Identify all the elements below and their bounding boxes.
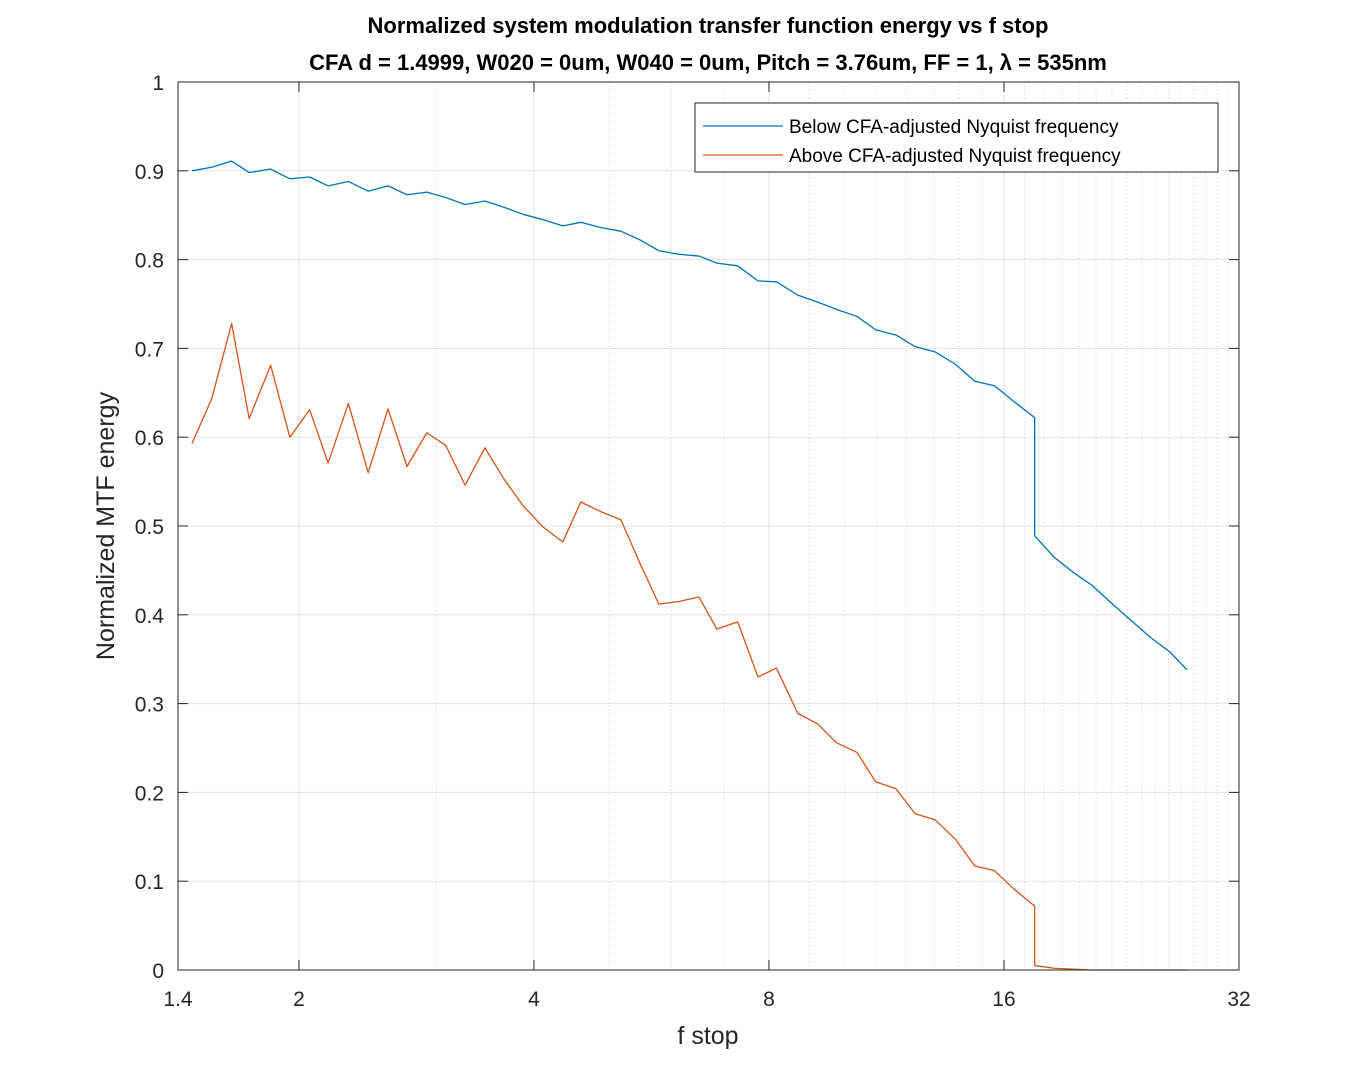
y-tick-label: 0.3 (135, 694, 164, 717)
y-tick-label: 0.5 (135, 516, 164, 539)
y-tick-label: 0 (152, 960, 164, 983)
series-line-below (191, 160, 1188, 671)
y-tick-label: 0.4 (135, 605, 165, 628)
series-line-above (191, 322, 1187, 971)
y-tick-label: 0.8 (135, 250, 164, 273)
series-layer (191, 160, 1188, 971)
legend-label-below: Below CFA-adjusted Nyquist frequency (789, 117, 1119, 138)
x-axis-label: f stop (677, 1022, 738, 1050)
y-tick-label: 0.7 (135, 338, 164, 361)
x-tick-label: 32 (1227, 988, 1250, 1011)
x-tick-label: 8 (763, 988, 775, 1011)
chart-title: Normalized system modulation transfer fu… (368, 13, 1049, 38)
x-tick-label: 2 (293, 988, 305, 1011)
x-tick-label: 16 (992, 988, 1015, 1011)
x-tick-label: 1.4 (163, 988, 193, 1011)
y-tick-label: 0.9 (135, 161, 164, 184)
legend-label-above: Above CFA-adjusted Nyquist frequency (789, 146, 1121, 167)
y-tick-label: 0.1 (135, 871, 164, 894)
y-tick-label: 0.2 (135, 782, 164, 805)
y-tick-label: 1 (152, 72, 164, 95)
chart-subtitle: CFA d = 1.4999, W020 = 0um, W040 = 0um, … (309, 50, 1107, 75)
legend: Below CFA-adjusted Nyquist frequency Abo… (694, 102, 1219, 173)
y-axis-label: Normalized MTF energy (92, 391, 120, 660)
y-tick-label: 0.6 (135, 427, 164, 450)
legend-box (694, 102, 1219, 173)
ticks: 1.4 2 4 8 16 32 0 0.1 0.2 0.3 0.4 0.5 0.6 0.7 0.8 0.9 1 (135, 72, 1251, 1011)
x-tick-label: 4 (528, 988, 540, 1011)
